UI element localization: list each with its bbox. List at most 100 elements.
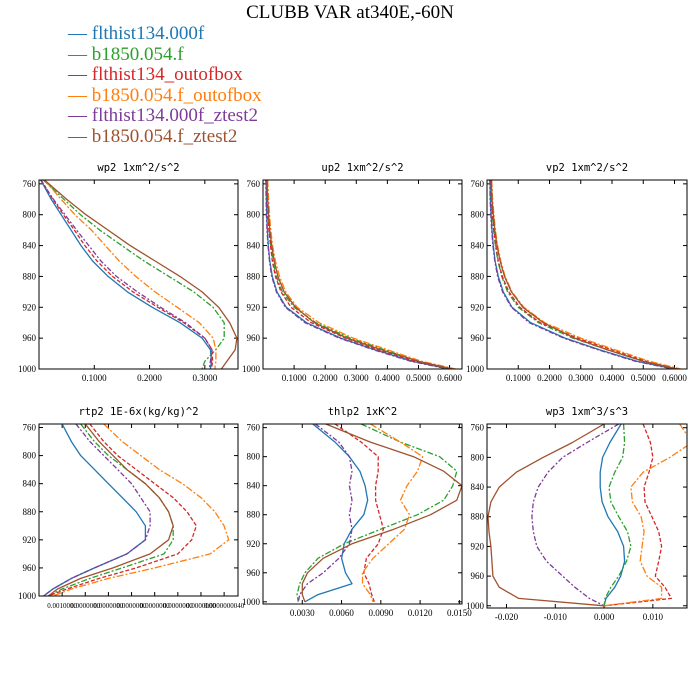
y-tick-label: 1000 bbox=[242, 364, 261, 374]
x-tick-label: 0.0010000 bbox=[47, 602, 77, 610]
series-line-1 bbox=[43, 424, 147, 596]
legend-item-6: — b1850.054.f_ztest2 bbox=[68, 125, 262, 148]
series-line-6 bbox=[487, 424, 605, 607]
y-tick-label: 760 bbox=[23, 423, 37, 433]
legend-label-6: b1850.054.f_ztest2 bbox=[91, 125, 238, 147]
legend-marker-5: — bbox=[68, 105, 92, 126]
x-tick-label: 0.0000000 bbox=[186, 602, 216, 610]
series-line-3 bbox=[604, 424, 673, 607]
series-line-3 bbox=[48, 424, 197, 596]
plot-frame bbox=[38, 179, 239, 370]
y-tick-label: 960 bbox=[471, 571, 485, 581]
panel-title: wp3 1xm^3/s^3 bbox=[546, 406, 628, 418]
figure-title: CLUBB VAR at340E,-60N bbox=[246, 2, 454, 23]
series-line-5 bbox=[40, 180, 213, 369]
y-tick-label: 760 bbox=[471, 423, 485, 433]
series-line-1 bbox=[304, 424, 369, 603]
x-tick-label: 0.000 bbox=[594, 612, 615, 622]
x-tick-label: 0.0090 bbox=[368, 608, 393, 618]
x-tick-label: 0.0000000 bbox=[94, 602, 124, 610]
y-tick-label: 840 bbox=[471, 241, 485, 251]
x-tick-label: 0.2000 bbox=[537, 373, 562, 383]
y-tick-label: 880 bbox=[23, 271, 37, 281]
y-tick-label: 920 bbox=[23, 535, 37, 545]
y-tick-label: 880 bbox=[247, 271, 261, 281]
panel-6: wp3 1xm^3/s^3 760 800 840 880 920 960 1000 -0.02… bbox=[466, 406, 688, 622]
y-tick-label: 880 bbox=[471, 271, 485, 281]
panel-5: thlp2 1xK^2 760 800 840 880 920 960 1000 0.0030 0… bbox=[242, 406, 472, 618]
x-tick-label: 0.4000 bbox=[375, 373, 400, 383]
y-tick-label: 800 bbox=[23, 451, 37, 461]
y-tick-label: 760 bbox=[471, 179, 485, 189]
series-line-3 bbox=[40, 180, 214, 369]
legend-item-2: — b1850.054.f bbox=[68, 43, 262, 66]
y-tick-label: 800 bbox=[471, 210, 485, 220]
legend-item-5: — flthist134.000f_ztest2 bbox=[68, 105, 262, 127]
y-tick-label: 800 bbox=[23, 210, 37, 220]
x-tick-label: 0.0030 bbox=[290, 608, 315, 618]
x-tick-label: 0.010 bbox=[643, 612, 664, 622]
series-line-4 bbox=[604, 424, 687, 607]
plot-frame bbox=[486, 179, 688, 370]
x-tick-label: 0.0060 bbox=[329, 608, 354, 618]
y-tick-label: 960 bbox=[247, 568, 261, 578]
legend-marker-1: — bbox=[68, 23, 92, 44]
y-tick-label: 800 bbox=[247, 210, 261, 220]
x-tick-label: -0.010 bbox=[544, 612, 568, 622]
x-tick-label: 0.0150 bbox=[447, 608, 472, 618]
x-tick-label: 0.0000000 bbox=[163, 602, 193, 610]
series-line-5 bbox=[531, 424, 620, 607]
series-line-6 bbox=[490, 180, 678, 369]
legend-label-2: b1850.054.f bbox=[91, 43, 184, 65]
series-line-1 bbox=[599, 424, 626, 606]
y-tick-label: 760 bbox=[23, 179, 37, 189]
y-tick-label: 920 bbox=[471, 302, 485, 312]
y-tick-label: 800 bbox=[471, 452, 485, 462]
y-tick-label: 880 bbox=[471, 512, 485, 522]
series-line-6 bbox=[266, 180, 453, 369]
plot-frame bbox=[262, 423, 463, 605]
y-tick-label: 1000 bbox=[242, 597, 261, 607]
legend-marker-2: — bbox=[68, 43, 92, 65]
legend-marker-3: — bbox=[68, 64, 92, 85]
y-tick-label: 960 bbox=[247, 333, 261, 343]
legend-label-1: flthist134.000f bbox=[91, 23, 205, 44]
x-tick-label: 0.2000 bbox=[313, 373, 338, 383]
y-tick-label: 1000 bbox=[18, 364, 37, 374]
legend-label-3: flthist134_outofbox bbox=[91, 64, 243, 85]
panel-2: up2 1xm^2/s^2 760 800 840 880 920 960 1000 0.100… bbox=[242, 162, 463, 383]
x-tick-label: 0.3000 bbox=[192, 373, 217, 383]
series-line-1 bbox=[40, 180, 213, 369]
y-tick-label: 920 bbox=[247, 302, 261, 312]
series-line-4 bbox=[491, 180, 681, 369]
x-tick-label: 0.6000 bbox=[437, 373, 462, 383]
legend-item-4: — b1850.054.f_outofbox bbox=[68, 85, 262, 107]
x-tick-label: 0.1000 bbox=[282, 373, 307, 383]
legend-item-3: — flthist134_outofbox bbox=[68, 64, 262, 86]
panel-1: wp2 1xm^2/s^2 760 800 840 880 920 960 1000 0.100… bbox=[18, 162, 239, 383]
y-tick-label: 1000 bbox=[466, 601, 485, 611]
y-tick-label: 880 bbox=[247, 510, 261, 520]
x-tick-label: 0.3000 bbox=[344, 373, 369, 383]
panel-3: vp2 1xm^2/s^2 760 800 840 880 920 960 1000 0.100… bbox=[466, 162, 688, 383]
y-tick-label: 920 bbox=[471, 541, 485, 551]
x-tick-label: 0.1000 bbox=[506, 373, 531, 383]
x-tick-label: -0.020 bbox=[495, 612, 519, 622]
series-line-6 bbox=[301, 424, 462, 603]
series-line-3 bbox=[334, 424, 385, 603]
x-tick-label: 0.3000 bbox=[568, 373, 593, 383]
series-line-6 bbox=[44, 180, 238, 369]
series-line-5 bbox=[489, 180, 674, 369]
panel-title: vp2 1xm^2/s^2 bbox=[546, 162, 628, 174]
x-tick-label: 0.4000 bbox=[600, 373, 625, 383]
series-line-4 bbox=[267, 180, 456, 369]
series-line-5 bbox=[43, 424, 151, 596]
panel-title: wp2 1xm^2/s^2 bbox=[97, 162, 179, 174]
series-line-2 bbox=[296, 424, 458, 602]
x-tick-label: 0.1000 bbox=[82, 373, 107, 383]
legend-label-5: flthist134.000f_ztest2 bbox=[91, 105, 258, 126]
y-tick-label: 920 bbox=[23, 302, 37, 312]
y-tick-label: 1000 bbox=[466, 364, 485, 374]
x-tick-label: 0.0120 bbox=[408, 608, 433, 618]
